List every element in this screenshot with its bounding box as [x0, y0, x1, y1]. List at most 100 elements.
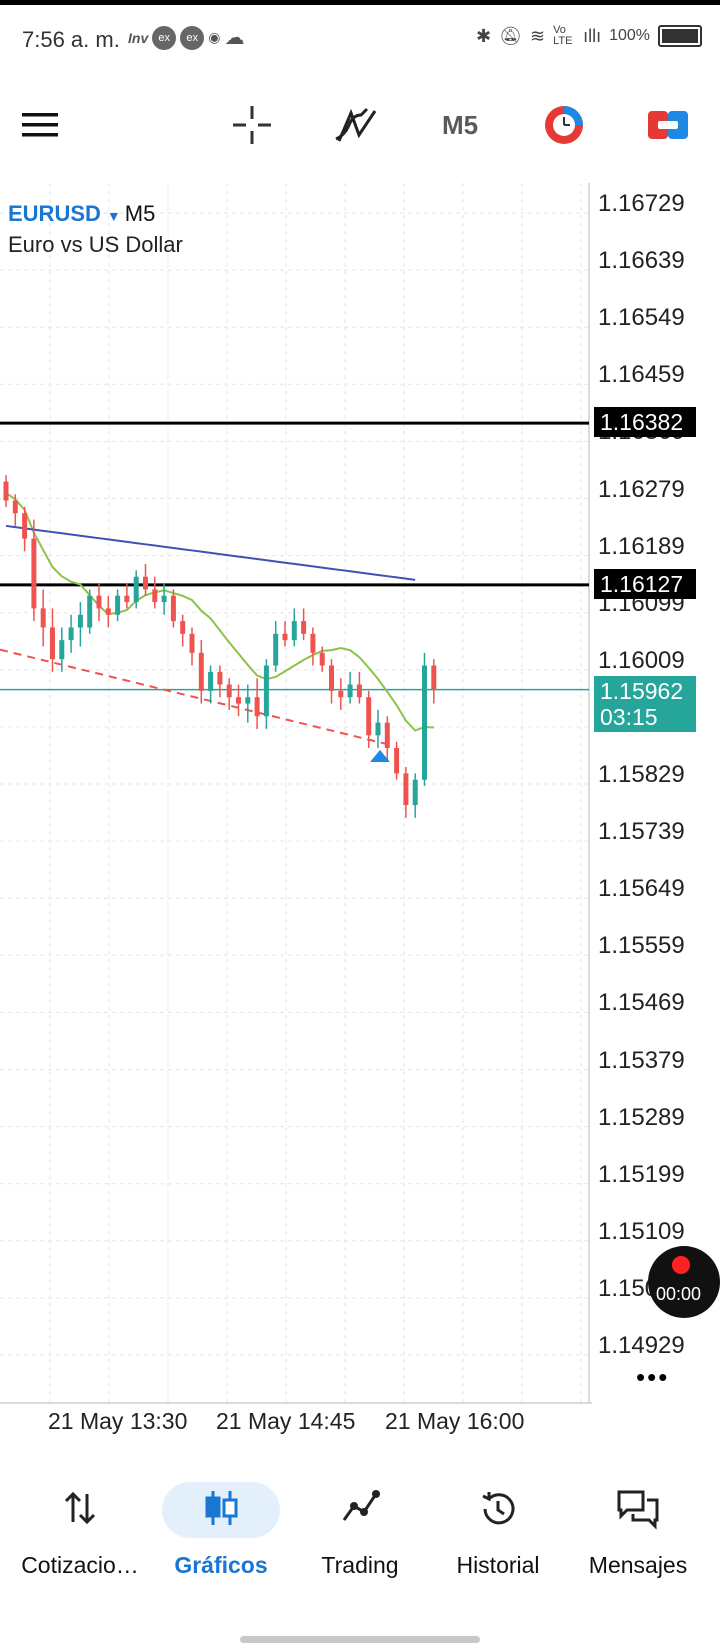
current-price: 1.15962 — [600, 678, 684, 704]
candle-body — [236, 697, 241, 704]
price-level-label: 1.16189 — [598, 532, 685, 560]
candle-body — [431, 665, 437, 690]
time-label: 21 May 13:30 — [48, 1408, 188, 1434]
candle-body — [356, 684, 362, 698]
candle-body — [124, 595, 130, 603]
symbol-label[interactable]: EURUSD ▼ M5 — [8, 201, 155, 227]
candle-body — [282, 633, 288, 641]
history-clock-icon — [477, 1488, 519, 1535]
price-level-label: 1.16009 — [598, 646, 685, 674]
candle-body — [180, 621, 186, 634]
status-time: 7:56 a. m. — [22, 27, 120, 52]
candle-body — [254, 697, 260, 717]
caret-down-icon: ▼ — [106, 208, 121, 224]
nav-label: Gráficos — [174, 1552, 268, 1578]
candle-body — [422, 665, 427, 780]
candles — [3, 475, 437, 818]
candle-body — [245, 697, 251, 704]
candle-body — [375, 722, 381, 736]
price-level-label: 1.15649 — [598, 875, 685, 903]
moving-averages — [5, 492, 434, 732]
price-chart[interactable] — [0, 183, 720, 1413]
time-label: 21 May 14:45 — [216, 1408, 356, 1434]
ex-app-icon: ex — [152, 25, 177, 50]
bar-countdown: 03:15 — [600, 704, 658, 730]
wifi-icon: ≋ — [529, 25, 546, 46]
one-click-trade-icon[interactable] — [644, 100, 692, 150]
price-level-label: 1.16639 — [598, 247, 685, 275]
price-level-label: 1.16549 — [598, 304, 685, 332]
price-level-label: 1.15559 — [598, 932, 685, 960]
price-level-label: 1.16459 — [598, 361, 685, 389]
candle-body — [347, 684, 353, 698]
candle-body — [198, 652, 204, 691]
more-options-icon[interactable]: ••• — [636, 1362, 670, 1392]
ex-app-icon-2: ex — [180, 25, 205, 50]
candle-body — [40, 608, 46, 628]
battery-icon — [658, 25, 702, 47]
battery-percent: 100% — [609, 27, 650, 44]
bottom-navigation: Cotizacio… Gráficos Trading Historial Me… — [0, 1470, 720, 1600]
nav-quotes[interactable]: Cotizacio… — [10, 1470, 150, 1600]
price-level-label: 1.15469 — [598, 989, 685, 1017]
candle-body — [291, 621, 297, 641]
hline-price-tag-2: 1.16127 — [594, 569, 696, 599]
status-app-icons: Inv ex ex ◉ ☁ — [128, 25, 244, 50]
price-level-label: 1.15199 — [598, 1160, 685, 1188]
candle-body — [12, 500, 18, 514]
nav-history[interactable]: Historial — [428, 1470, 568, 1600]
candle-body — [170, 595, 176, 622]
symbol-name: EURUSD — [8, 201, 101, 226]
recorder-status-icon: ◉ — [208, 29, 221, 45]
messages-icon — [615, 1488, 661, 1535]
price-level-label: 1.16279 — [598, 475, 685, 503]
candle-body — [273, 633, 279, 666]
candle-body — [31, 538, 37, 609]
nav-label: Cotizacio… — [21, 1552, 139, 1578]
recorder-time: 00:00 — [656, 1284, 702, 1304]
candle-body — [366, 697, 372, 736]
candle-body — [50, 627, 55, 660]
price-level-label: 1.15829 — [598, 761, 685, 788]
nav-trading[interactable]: Trading — [290, 1470, 430, 1600]
nav-charts[interactable]: Gráficos — [151, 1470, 291, 1600]
chart-grid — [0, 183, 589, 1403]
inv-app-icon: Inv — [128, 29, 149, 46]
candle-body — [3, 481, 9, 501]
chart-toolbar: M5 — [0, 80, 720, 175]
candle-body — [263, 665, 269, 717]
candle-body — [77, 614, 83, 628]
candle-body — [338, 690, 344, 698]
status-right: ✱ 🔕︎ ≋ Vo LTE ıllı 100% — [476, 25, 702, 47]
candle-body — [384, 722, 390, 748]
time-label: 21 May 16:00 — [385, 1408, 525, 1434]
candle-body — [217, 671, 223, 685]
price-level-label: 1.15379 — [598, 1046, 685, 1074]
screen-recorder-bubble[interactable]: 00:00 — [648, 1246, 720, 1318]
candle-body — [403, 773, 409, 806]
nav-messages[interactable]: Mensajes — [568, 1470, 708, 1600]
crosshair-icon[interactable] — [228, 100, 276, 150]
quotes-arrows-icon — [60, 1488, 100, 1533]
symbol-timeframe: M5 — [124, 201, 156, 226]
candle-body — [189, 633, 195, 653]
price-level-label: 1.14929 — [598, 1332, 685, 1359]
ma-fast-line — [5, 492, 434, 732]
home-indicator — [240, 1636, 480, 1643]
hamburger-menu-icon[interactable] — [18, 100, 62, 150]
timeframe-button[interactable]: M5 — [441, 109, 479, 140]
symbol-description: Euro vs US Dollar — [8, 232, 183, 257]
indicators-icon[interactable] — [332, 100, 380, 150]
candle-body — [87, 595, 93, 628]
price-level-label: 1.15289 — [598, 1103, 685, 1131]
status-bar: 7:56 a. m. Inv ex ex ◉ ☁ ✱ 🔕︎ ≋ Vo LTE ı… — [0, 5, 720, 71]
candle-body — [143, 576, 148, 590]
candle-body — [412, 779, 418, 806]
candle-body — [161, 595, 167, 603]
candle-body — [96, 595, 102, 609]
nav-label: Trading — [321, 1552, 399, 1578]
candles-chart-icon — [201, 1488, 241, 1533]
candle-body — [68, 627, 74, 641]
price-level-label: 1.16729 — [598, 190, 685, 217]
session-clock-icon[interactable] — [540, 100, 588, 150]
